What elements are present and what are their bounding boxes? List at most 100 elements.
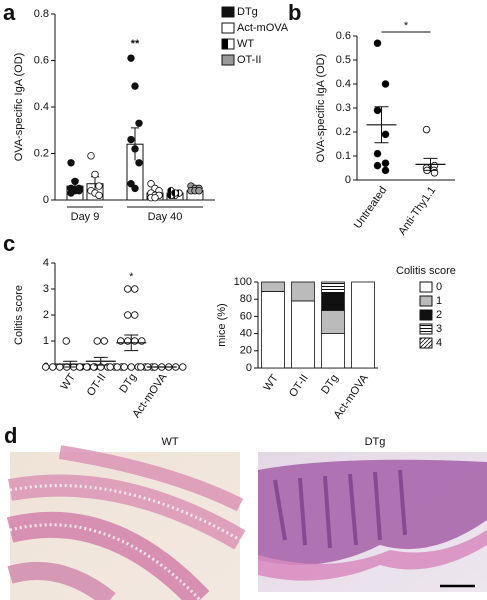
y-tick-label: 0.8: [34, 8, 49, 20]
data-point: [75, 363, 84, 371]
panel-letter: a: [3, 0, 16, 25]
y-tick-label: 0: [43, 194, 49, 206]
dtg-image: [258, 452, 487, 592]
data-point: [151, 193, 159, 202]
data-point: [93, 337, 101, 345]
data-point: [130, 311, 139, 319]
y-tick-label: 0.4: [336, 78, 351, 90]
data-point: [136, 363, 145, 371]
y-axis-label: OVA-specific IgA (OD): [13, 53, 25, 162]
image-label: WT: [161, 436, 178, 448]
bar-segment: [321, 333, 345, 369]
y-tick-label: 0.1: [336, 150, 351, 162]
legend-swatch: [221, 38, 235, 50]
data-point: [178, 363, 187, 371]
error-bar: [423, 157, 438, 171]
data-point: [127, 180, 135, 188]
legend-label: 1: [436, 295, 442, 307]
error-bar: [131, 127, 139, 161]
y-tick-label: 4: [43, 257, 49, 269]
wt-image: [6, 445, 246, 600]
data-point: [49, 363, 57, 371]
x-tick-label: DTg: [117, 372, 139, 396]
data-point: [120, 363, 128, 371]
data-point: [67, 159, 75, 167]
data-point: [62, 337, 71, 345]
image-label: DTg: [365, 436, 386, 448]
data-point: [381, 166, 390, 175]
data-point: [373, 149, 382, 158]
legend-swatch: [419, 309, 433, 321]
y-tick-label: 60: [240, 310, 252, 322]
legend-label: DTg: [237, 6, 258, 18]
error-bar: [374, 106, 389, 144]
y-tick-label: 0.3: [336, 102, 351, 114]
legend-swatch: [221, 54, 235, 66]
y-tick-label: 0.6: [34, 54, 49, 66]
panel-letter: c: [3, 231, 15, 256]
bar-segment: [321, 309, 345, 335]
legend-swatch: [419, 295, 433, 307]
data-point: [67, 189, 75, 197]
y-tick-label: 0: [345, 174, 351, 186]
y-tick-label: 0.6: [336, 30, 351, 42]
data-point: [381, 159, 390, 167]
bar-segment: [291, 281, 315, 302]
y-tick-label: 0: [246, 362, 252, 374]
chart: a OVA-specific IgA (OD) 0 0.2 0.4 0.6 0.8 Day 9…: [3, 0, 289, 223]
legend-swatch: [419, 337, 433, 349]
legend-swatch: [221, 22, 235, 34]
x-tick-label: WT: [58, 371, 78, 392]
data-point: [123, 311, 132, 319]
y-tick-label: 3: [43, 283, 49, 295]
y-axis-label: Colitis score: [13, 285, 25, 345]
legend-swatch: [221, 6, 235, 18]
data-point: [130, 285, 139, 293]
legend-label: 4: [436, 337, 442, 349]
bar-segment: [351, 281, 375, 369]
data-point: [42, 363, 50, 371]
bar-segment: [261, 291, 285, 369]
annotation: **: [131, 38, 140, 50]
data-point: [381, 80, 390, 88]
x-tick-label: Day 9: [71, 211, 100, 223]
data-point: [71, 177, 79, 186]
data-point: [373, 161, 382, 170]
error-bar: [124, 334, 139, 352]
error-bar: [63, 360, 78, 368]
error-bar: [93, 356, 108, 366]
legend-label: 3: [436, 323, 442, 335]
y-tick-label: 20: [240, 345, 252, 357]
y-tick-label: 100: [234, 276, 252, 288]
bar-segment: [261, 281, 285, 292]
data-point: [91, 170, 99, 179]
x-tick-label: Day 40: [148, 211, 183, 223]
y-tick-label: 2: [43, 309, 49, 321]
data-point: [87, 152, 95, 160]
data-point: [95, 191, 103, 200]
data-point: [127, 54, 135, 62]
data-point: [171, 189, 179, 197]
data-point: [195, 186, 203, 195]
data-point: [113, 363, 121, 371]
data-point: [75, 186, 83, 195]
x-tick-label: Untreated: [352, 185, 390, 231]
data-point: [147, 180, 155, 188]
y-tick-label: 0.2: [336, 126, 351, 138]
data-point: [127, 363, 135, 371]
data-point: [95, 182, 103, 190]
data-point: [123, 285, 132, 293]
y-tick-label: 0.4: [34, 101, 49, 113]
bar-segment: [321, 292, 345, 311]
data-point: [422, 125, 431, 134]
y-tick-label: 40: [240, 328, 252, 340]
x-tick-label: DTg: [319, 373, 341, 397]
panel-letter: b: [288, 0, 301, 25]
legend-label: 2: [436, 309, 442, 321]
x-tick-label: Anti-Thy1.1: [396, 185, 438, 238]
y-tick-label: 1: [43, 335, 49, 347]
y-axis-label: mice (%): [216, 303, 228, 346]
data-point: [131, 145, 139, 153]
